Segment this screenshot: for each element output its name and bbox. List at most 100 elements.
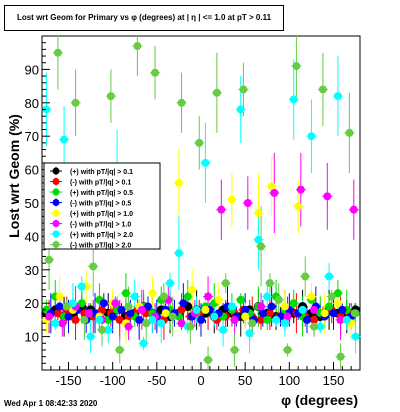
data-point bbox=[289, 95, 298, 104]
data-point bbox=[254, 235, 263, 244]
data-point bbox=[58, 319, 67, 328]
data-point bbox=[106, 92, 115, 101]
data-point bbox=[272, 315, 281, 324]
data-point bbox=[135, 315, 144, 324]
x-axis-ticks: -150 -100 -50 0 50 100 150 bbox=[41, 362, 361, 388]
legend-marker bbox=[52, 167, 60, 175]
data-point bbox=[236, 295, 245, 304]
data-point bbox=[336, 352, 345, 361]
data-point bbox=[133, 42, 142, 51]
data-point bbox=[349, 205, 358, 214]
data-point bbox=[204, 355, 213, 364]
x-tick-label: 0 bbox=[197, 373, 204, 388]
data-point bbox=[338, 305, 347, 314]
x-tick-label: 150 bbox=[323, 373, 345, 388]
data-point bbox=[267, 302, 276, 311]
data-point bbox=[204, 292, 213, 301]
data-point bbox=[195, 138, 204, 147]
data-point bbox=[263, 315, 272, 324]
legend-entry-label: (+) with pT/|q| > 0.5 bbox=[70, 190, 133, 197]
data-point bbox=[320, 309, 329, 318]
data-point bbox=[245, 329, 254, 338]
data-point bbox=[274, 295, 283, 304]
y-tick-label: 70 bbox=[25, 129, 39, 144]
data-point bbox=[68, 299, 77, 308]
y-tick-label: 60 bbox=[25, 163, 39, 178]
data-point bbox=[71, 315, 80, 324]
data-point bbox=[84, 309, 93, 318]
data-point bbox=[292, 62, 301, 71]
data-point bbox=[161, 309, 170, 318]
legend-entry-label: (-) with pT/|q| > 0.1 bbox=[70, 180, 131, 187]
data-point bbox=[45, 312, 54, 321]
data-point bbox=[186, 322, 195, 331]
data-point bbox=[183, 292, 192, 301]
data-point bbox=[174, 249, 183, 258]
data-point bbox=[214, 295, 223, 304]
data-point bbox=[333, 299, 342, 308]
legend-entry-label: (+) with pT/|q| > 1.0 bbox=[70, 211, 133, 218]
data-point bbox=[157, 319, 166, 328]
data-point bbox=[117, 305, 126, 314]
x-tick-label: -50 bbox=[147, 373, 166, 388]
data-point bbox=[55, 292, 64, 301]
data-point bbox=[342, 315, 351, 324]
data-point bbox=[265, 309, 274, 318]
data-point bbox=[95, 315, 104, 324]
x-axis-label: φ (degrees) bbox=[281, 392, 358, 408]
data-point bbox=[130, 292, 139, 301]
data-point bbox=[148, 315, 157, 324]
data-point bbox=[336, 315, 345, 324]
data-point bbox=[53, 48, 62, 57]
data-point bbox=[212, 88, 221, 97]
data-point bbox=[289, 299, 298, 308]
legend-marker bbox=[52, 209, 60, 217]
data-point bbox=[310, 315, 319, 324]
data-point bbox=[325, 272, 334, 281]
data-point bbox=[144, 302, 152, 311]
data-point bbox=[139, 339, 148, 348]
data-point bbox=[257, 315, 266, 324]
data-point bbox=[142, 319, 151, 328]
legend-entry-label: (-) with pT/|q| > 2.0 bbox=[70, 243, 131, 250]
data-point bbox=[64, 312, 73, 321]
x-tick-label: -100 bbox=[100, 373, 126, 388]
data-point bbox=[296, 185, 305, 194]
data-point bbox=[265, 279, 274, 288]
legend-entry-label: (+) with pT/|q| > 2.0 bbox=[70, 232, 133, 239]
data-point bbox=[258, 309, 267, 318]
data-point bbox=[221, 279, 230, 288]
y-tick-label: 10 bbox=[25, 330, 39, 345]
data-point bbox=[201, 158, 210, 167]
data-point bbox=[241, 305, 250, 314]
data-point bbox=[333, 289, 342, 298]
data-point bbox=[179, 299, 188, 308]
data-point bbox=[310, 305, 319, 314]
data-point bbox=[201, 305, 210, 314]
y-tick-label: 80 bbox=[25, 96, 39, 111]
data-point bbox=[60, 135, 69, 144]
legend-marker bbox=[52, 188, 60, 196]
data-point bbox=[111, 299, 120, 308]
data-point bbox=[257, 242, 266, 251]
data-point bbox=[307, 132, 316, 141]
data-point bbox=[98, 305, 107, 314]
data-point bbox=[270, 188, 279, 197]
data-point bbox=[241, 312, 250, 321]
data-point bbox=[318, 85, 327, 94]
data-point bbox=[151, 68, 160, 77]
data-point bbox=[323, 192, 332, 201]
legend-marker bbox=[52, 230, 60, 238]
legend-marker bbox=[52, 241, 60, 248]
y-tick-label: 20 bbox=[25, 296, 39, 311]
data-point bbox=[166, 279, 175, 288]
data-point bbox=[197, 315, 205, 324]
data-point bbox=[327, 292, 336, 301]
y-axis-label: Lost wrt Geom (%) bbox=[6, 114, 22, 238]
data-point bbox=[137, 305, 146, 314]
data-point bbox=[267, 182, 276, 191]
data-point bbox=[243, 199, 252, 207]
data-point bbox=[210, 312, 219, 321]
data-point bbox=[159, 292, 168, 301]
